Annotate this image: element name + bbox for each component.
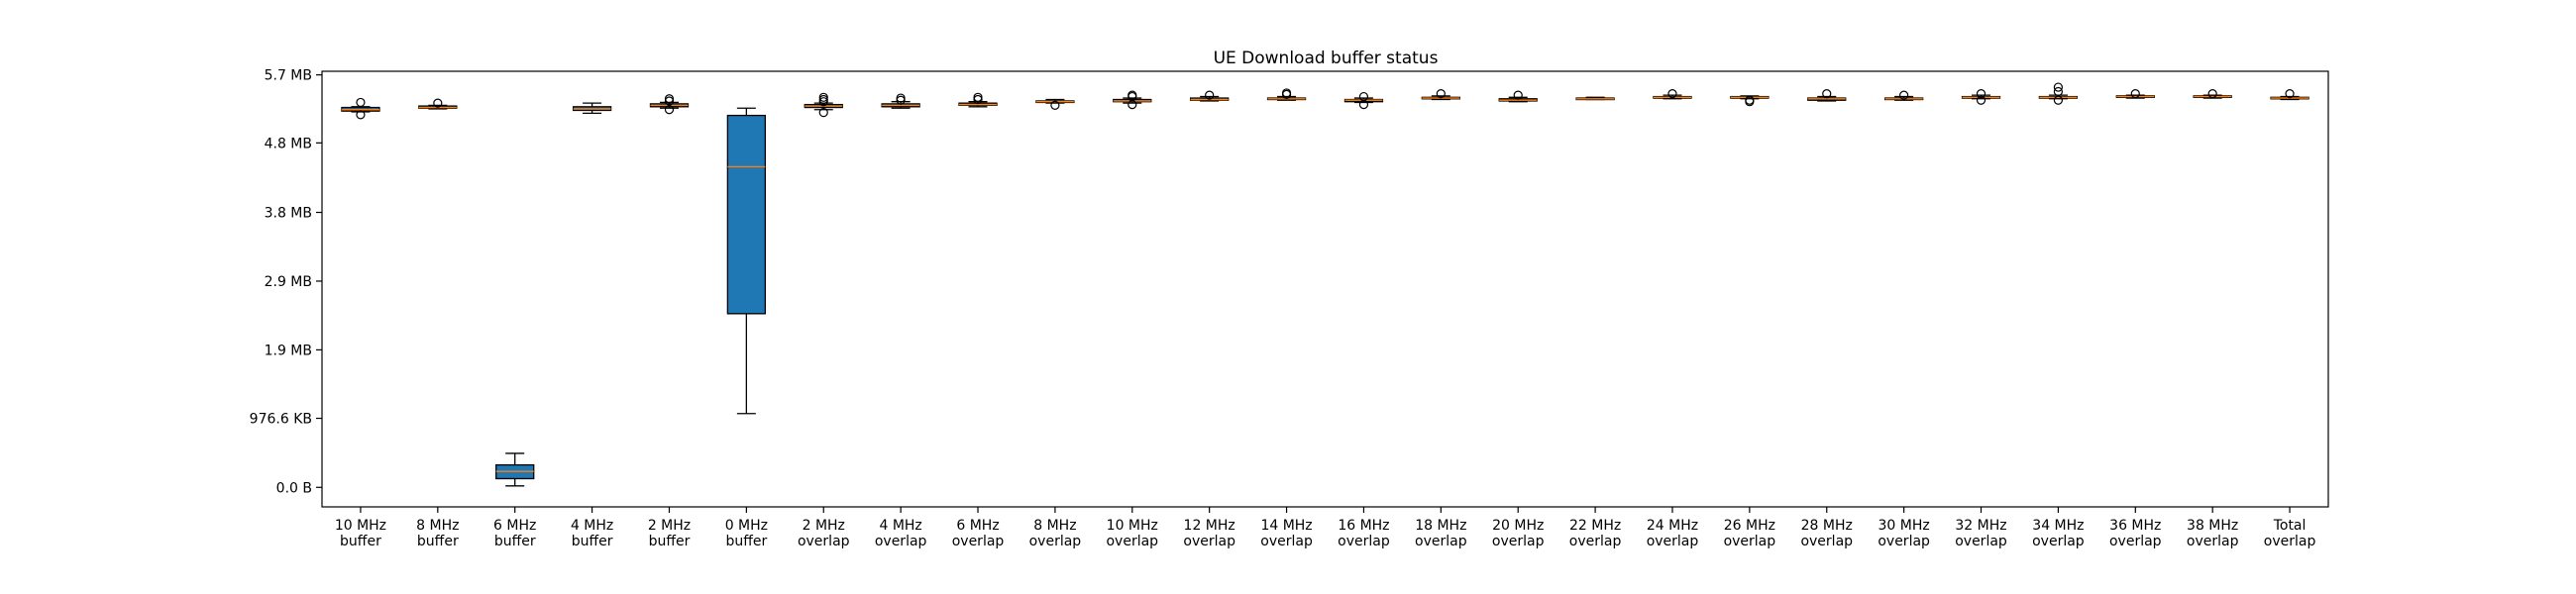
x-tick-label: 6 MHz buffer [493,518,536,549]
plot-area-frame [321,70,2329,508]
box-group [1035,98,1075,110]
x-tick-label: 16 MHz overlap [1338,518,1390,549]
box-group [958,92,998,108]
outlier-point [2053,86,2064,97]
box-group [2115,89,2155,99]
x-tick-label: Total overlap [2264,518,2316,549]
box-group [341,97,380,120]
y-tick-label: 3.8 MB [265,206,312,222]
x-tick-label: 32 MHz overlap [1955,518,2007,549]
x-tick-label: 22 MHz overlap [1569,518,1622,549]
box-group [1421,89,1460,101]
box-group [572,102,612,115]
outlier-point [664,105,675,115]
outlier-point [1358,91,1369,102]
box-group [1575,96,1615,101]
y-tick-label: 2.9 MB [265,274,312,290]
x-tick-label: 10 MHz overlap [1106,518,1158,549]
outlier-point [433,98,443,108]
box-group [881,93,920,109]
x-tick-label: 10 MHz buffer [335,518,386,549]
outlier-point [2285,89,2295,99]
outlier-point [1822,89,1832,99]
x-tick-label: 8 MHz buffer [416,518,459,549]
box-group [1653,89,1692,100]
x-tick-label: 18 MHz overlap [1415,518,1467,549]
x-tick-label: 4 MHz overlap [875,518,927,549]
box-group [726,107,767,415]
outlier-point [1899,90,1909,100]
box-group [495,452,535,487]
x-tick-label: 8 MHz overlap [1029,518,1082,549]
x-tick-label: 14 MHz overlap [1260,518,1313,549]
outlier-point [356,110,366,120]
y-tick-label: 1.9 MB [265,343,312,358]
x-tick-label: 4 MHz buffer [571,518,613,549]
x-tick-label: 36 MHz overlap [2109,518,2162,549]
x-tick-label: 34 MHz overlap [2032,518,2085,549]
x-tick-label: 12 MHz overlap [1183,518,1235,549]
x-tick-label: 28 MHz overlap [1800,518,1853,549]
outlier-point [1436,89,1446,99]
box-group [418,98,458,110]
box-group [1883,90,1924,101]
x-tick-label: 38 MHz overlap [2187,518,2239,549]
outlier-point [664,94,675,104]
outlier-point [1976,89,1986,99]
y-tick-label: 4.8 MB [265,136,312,151]
box-group [1807,89,1847,102]
outlier-point [1745,95,1755,105]
x-tick-label: 2 MHz buffer [648,518,691,549]
box-group [1113,90,1152,110]
x-tick-label: 30 MHz overlap [1878,518,1930,549]
y-tick-label: 0.0 B [276,480,312,496]
x-tick-label: 26 MHz overlap [1724,518,1776,549]
x-tick-label: 24 MHz overlap [1647,518,1699,549]
outlier-point [818,92,828,102]
chart-title: UE Download buffer status [1214,49,1439,68]
x-tick-label: 6 MHz overlap [952,518,1005,549]
box-group [2038,82,2079,105]
outlier-point [896,93,906,103]
outlier-point [1281,88,1292,98]
outlier-point [818,108,828,118]
box-group [649,94,690,115]
x-tick-label: 0 MHz buffer [725,518,768,549]
outlier-point [973,92,983,102]
x-tick-label: 20 MHz overlap [1492,518,1545,549]
outlier-point [1050,100,1060,110]
outlier-point [2130,89,2140,99]
outlier-point [356,97,366,108]
box-group [804,92,843,118]
box-group [1961,89,2001,105]
y-axis: 0.0 B 976.6 KB 1.9 MB 2.9 MB 3.8 MB 4.8 MB 5.7… [250,68,322,496]
box-group [1266,88,1307,101]
box-group [1498,90,1538,103]
outlier-point [1513,90,1523,100]
outlier-point [2053,82,2064,92]
y-tick-label: 976.6 KB [250,412,312,428]
box-group [2193,89,2232,99]
box-group [1730,95,1770,107]
box-group [1343,91,1384,110]
box-body [726,114,767,315]
box-group [1190,90,1230,102]
outlier-point [1976,95,1986,105]
outlier-point [1205,90,1215,100]
outlier-point [2207,89,2217,99]
outlier-point [2053,95,2064,105]
outlier-point [1127,90,1137,100]
box-group [2270,89,2309,101]
box-series [341,82,2309,487]
x-axis: 10 MHz buffer 8 MHz buffer 6 MHz buffer 4 MHz b… [335,507,2316,549]
y-tick-label: 5.7 MB [265,68,312,84]
x-tick-label: 2 MHz overlap [798,518,850,549]
outlier-point [1667,89,1677,99]
